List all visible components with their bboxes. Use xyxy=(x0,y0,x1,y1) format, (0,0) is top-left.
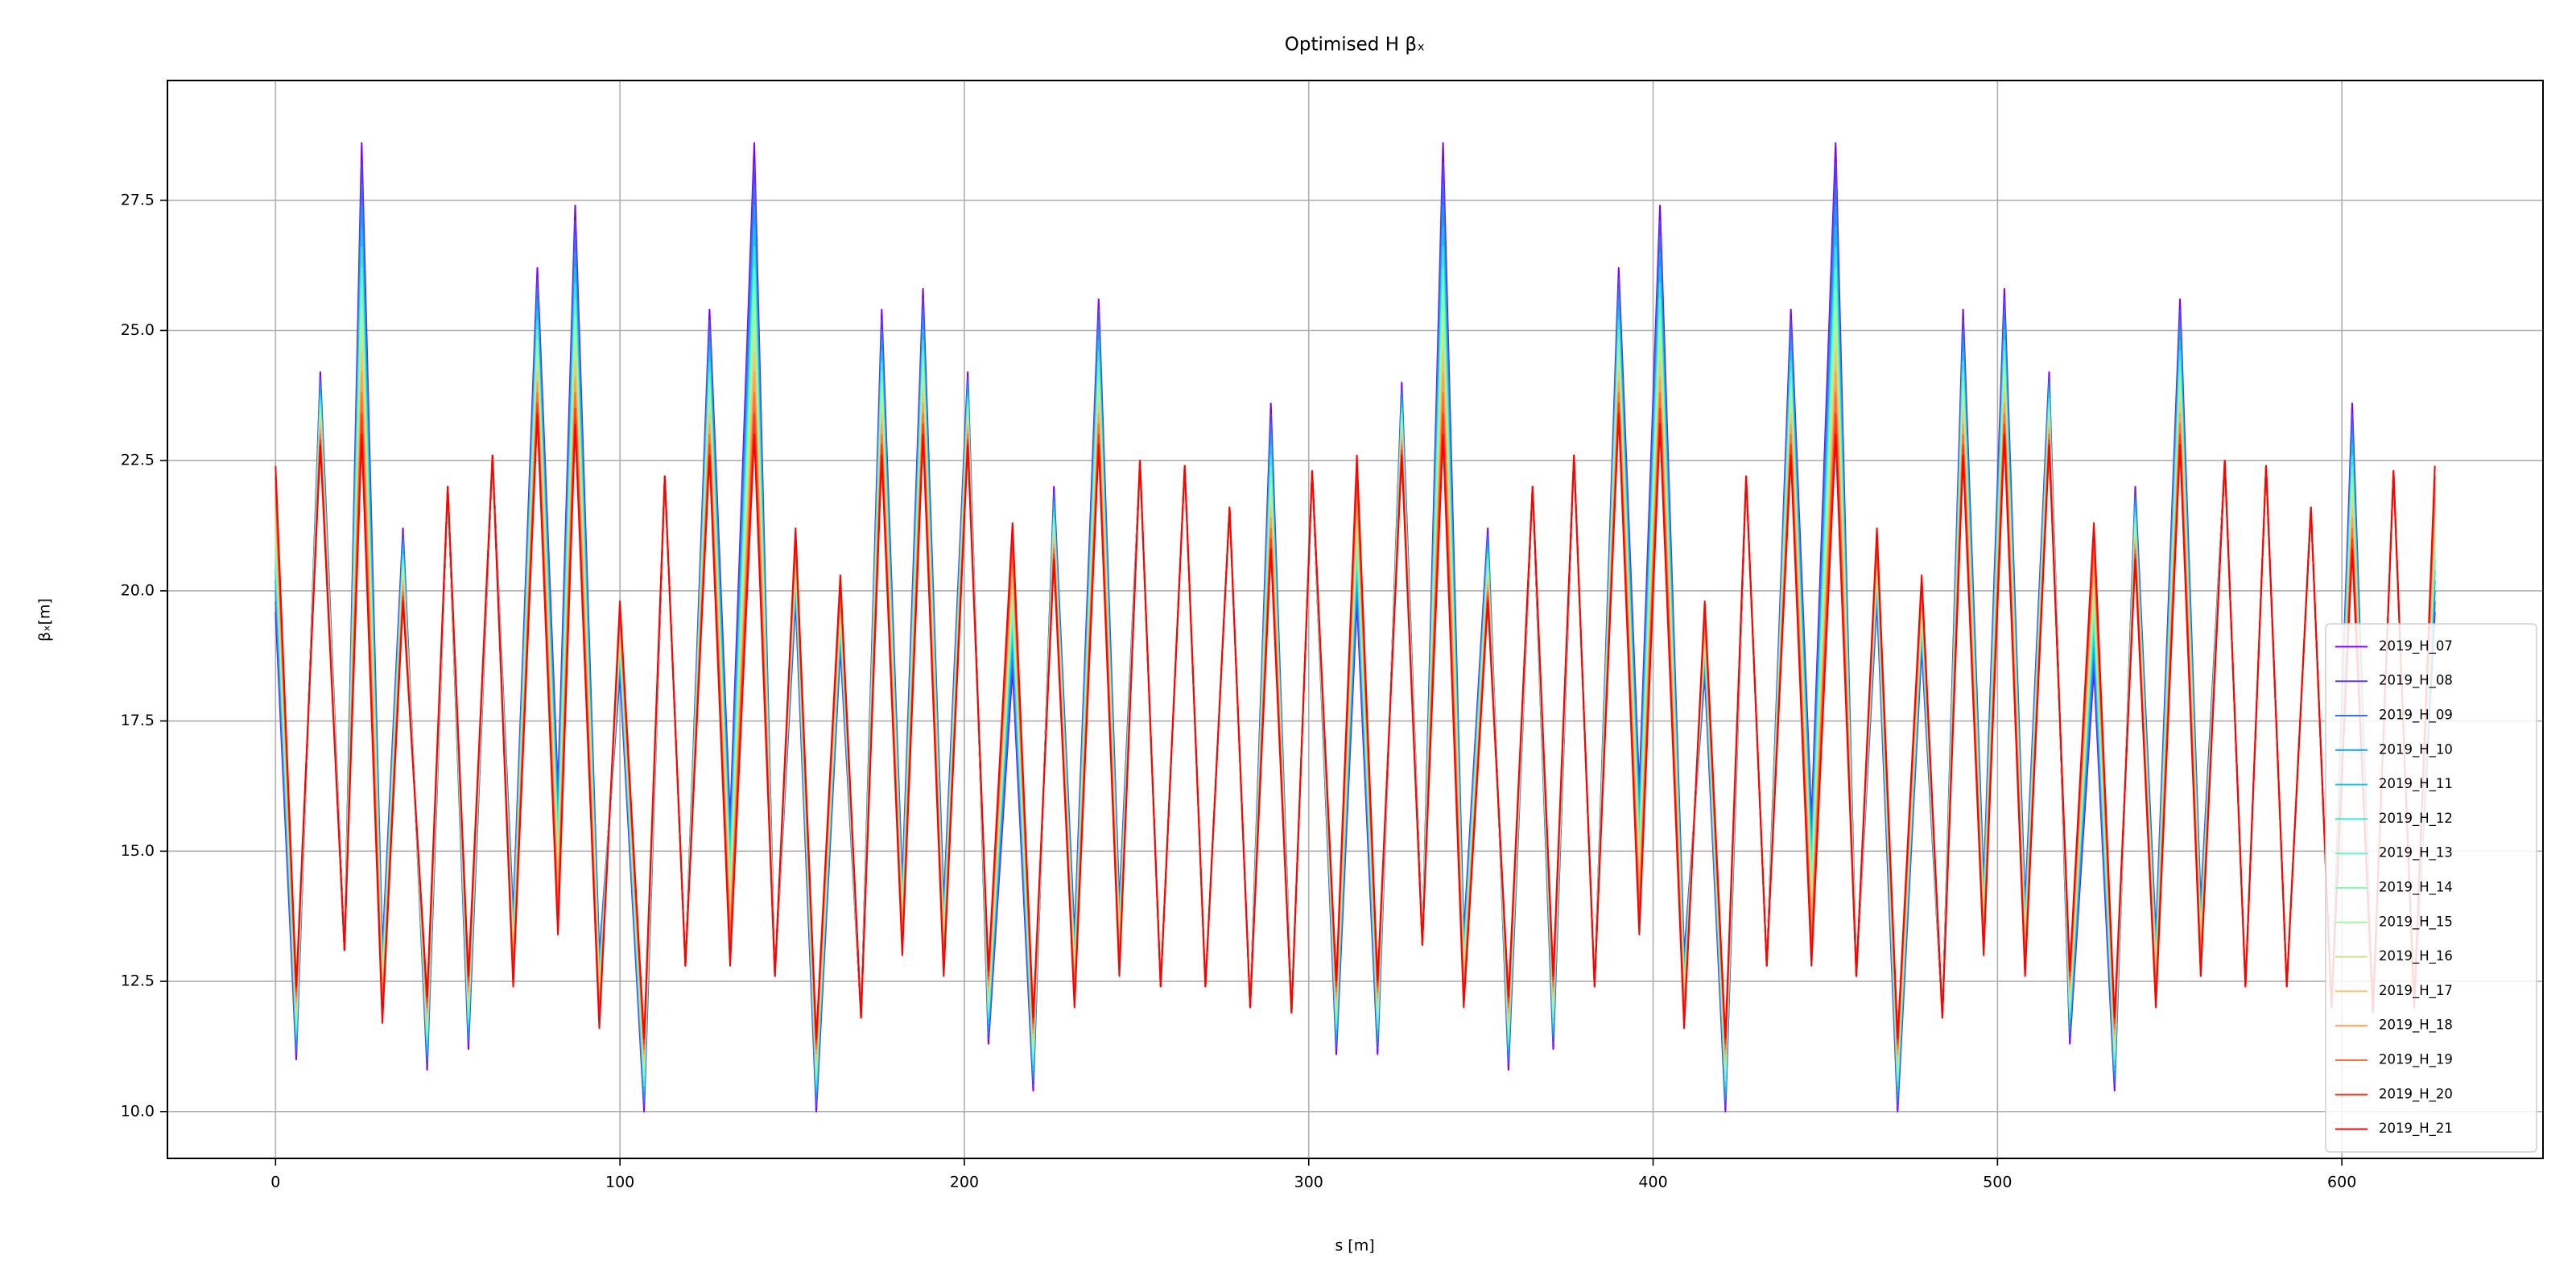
y-tick-label: 15.0 xyxy=(121,842,155,860)
x-tick-label: 200 xyxy=(950,1174,979,1191)
legend-label: 2019_H_17 xyxy=(2379,983,2453,999)
legend-label: 2019_H_10 xyxy=(2379,741,2453,758)
y-tick-label: 27.5 xyxy=(121,191,155,208)
x-tick-label: 100 xyxy=(605,1174,634,1191)
y-tick-label: 10.0 xyxy=(121,1102,155,1120)
legend-label: 2019_H_19 xyxy=(2379,1052,2453,1068)
plot-frame xyxy=(167,80,2544,1159)
y-tick-label: 22.5 xyxy=(121,452,155,469)
x-tick-label: 300 xyxy=(1294,1174,1323,1191)
y-tick-label: 17.5 xyxy=(121,712,155,729)
legend-box xyxy=(2325,623,2537,1153)
legend-label: 2019_H_13 xyxy=(2379,845,2453,861)
x-tick-label: 600 xyxy=(2327,1174,2356,1191)
legend-label: 2019_H_15 xyxy=(2379,914,2453,930)
chart-title: Optimised H βₓ xyxy=(1285,35,1425,56)
legend-label: 2019_H_20 xyxy=(2379,1086,2453,1102)
legend-label: 2019_H_18 xyxy=(2379,1018,2453,1034)
y-tick-label: 20.0 xyxy=(121,581,155,599)
y-axis-label: βₓ[m] xyxy=(36,598,54,642)
legend-label: 2019_H_12 xyxy=(2379,811,2453,827)
legend-label: 2019_H_21 xyxy=(2379,1121,2453,1137)
legend-label: 2019_H_14 xyxy=(2379,880,2453,896)
legend-label: 2019_H_16 xyxy=(2379,948,2453,964)
legend: 2019_H_07 2019_H_08 2019_H_09 2019_H_10 2019… xyxy=(2325,623,2537,1153)
x-tick-label: 400 xyxy=(1638,1174,1667,1191)
legend-label: 2019_H_08 xyxy=(2379,673,2453,689)
legend-label: 2019_H_09 xyxy=(2379,708,2453,724)
x-tick-label: 0 xyxy=(270,1174,280,1191)
y-tick-label: 25.0 xyxy=(121,321,155,339)
legend-label: 2019_H_07 xyxy=(2379,638,2453,654)
series-line xyxy=(275,413,2436,1040)
y-tick-label: 12.5 xyxy=(121,972,155,990)
x-tick-label: 500 xyxy=(1983,1174,2012,1191)
x-axis-label: s [m] xyxy=(1335,1237,1374,1255)
legend-label: 2019_H_11 xyxy=(2379,776,2453,792)
